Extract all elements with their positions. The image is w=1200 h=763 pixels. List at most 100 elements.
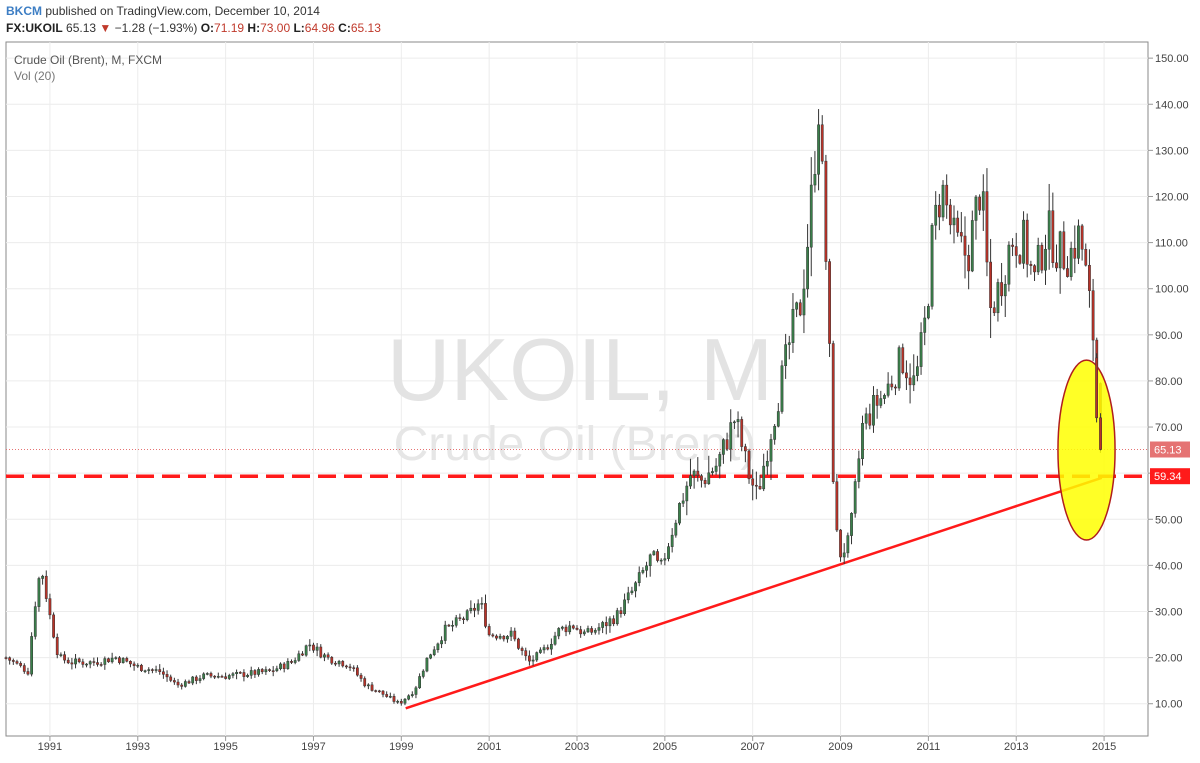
candle-down [96,662,99,665]
candle-up [560,626,564,629]
candle-up [286,661,290,669]
candle-up [191,676,195,684]
legend-title: Crude Oil (Brent), M, FXCM [14,53,162,67]
symbol-label[interactable]: FX:UKOIL [6,21,63,35]
candle-up [257,669,260,675]
candle-up [806,246,809,290]
candle-down [487,626,491,636]
candle-up [872,395,875,426]
candle-down [165,674,169,678]
candle-down [8,657,12,661]
candle-up [722,439,725,455]
candle-down [48,598,52,616]
candle-up [293,660,297,663]
candle-up [791,308,795,343]
candle-down [63,654,66,661]
last-price-tag [1150,441,1190,458]
candle-down [99,664,103,666]
candle-up [883,395,886,399]
candle-up [630,590,634,594]
candle-down [967,255,971,272]
candle-down [194,676,198,681]
candle-up [425,657,429,672]
candle-down [604,622,608,627]
candle-up [934,204,938,226]
candle-up [795,302,799,310]
candle-down [1014,246,1018,256]
candle-up [857,458,861,482]
candle-up [85,663,88,666]
candle-up [582,631,586,635]
candle-up [608,618,612,627]
candle-up [897,347,901,389]
candle-down [370,684,374,691]
candle-up [264,669,268,673]
candle-up [531,659,535,662]
candle-down [1055,262,1058,269]
candle-up [498,635,502,639]
candle-up [670,534,674,547]
candle-up [410,694,414,696]
x-tick-label: 1991 [38,741,62,753]
x-tick-label: 1997 [301,741,325,753]
candle-down [1033,265,1036,273]
candle-down [959,232,963,237]
candle-down [901,347,905,374]
candle-up [542,647,546,651]
candle-down [1066,268,1069,277]
candle-up [923,317,927,333]
candle-down [334,662,337,665]
candle-up [886,383,890,396]
author-link[interactable]: BKCM [6,4,42,18]
candle-up [308,644,312,647]
candle-down [363,678,367,687]
candle-up [916,366,919,376]
candle-up [974,196,978,221]
candle-up [465,610,469,620]
y-tick-label: 90.00 [1155,330,1183,342]
axis-labels: 10.0020.0030.0040.0050.0060.0070.0080.00… [38,53,1190,753]
candle-down [169,676,173,681]
candle-down [908,377,912,386]
price-chart[interactable]: UKOIL, M Crude Oil (Brent) 10.00 20.00 30.… [0,38,1200,763]
candle-up [817,124,820,175]
candle-down [963,235,967,256]
candle-up [388,696,392,698]
candle-up [941,184,945,218]
candle-up [440,640,443,645]
candle-down [253,670,257,675]
candle-up [436,643,440,651]
candle-up [136,664,140,667]
candle-down [151,669,154,671]
candle-up [304,645,308,656]
candle-down [747,450,751,480]
candle-up [183,681,187,687]
candle-down [213,675,217,678]
candle-down [19,663,23,666]
candle-down [839,529,842,558]
candle-down [355,667,359,676]
candle-up [549,644,553,650]
candle-up [198,678,202,681]
candle-up [506,636,509,640]
candle-down [798,302,802,316]
candle-down [571,625,575,629]
candle-up [37,578,41,607]
candle-down [92,661,96,663]
candle-down [831,343,835,482]
candle-up [645,565,648,571]
candle-down [894,386,897,389]
candle-up [996,282,1000,314]
candle-up [41,575,44,579]
candle-up [1003,283,1007,297]
candle-up [216,676,220,678]
candle-up [970,220,974,272]
candle-series [4,109,1102,706]
candle-down [55,636,59,655]
chart-header: BKCM published on TradingView.com, Decem… [0,0,1200,38]
watermark-symbol: UKOIL, M [387,320,773,419]
y-tick-label: 100.00 [1155,284,1189,296]
candle-up [718,454,722,467]
y-tick-label: 70.00 [1155,422,1183,434]
candle-down [754,484,758,487]
